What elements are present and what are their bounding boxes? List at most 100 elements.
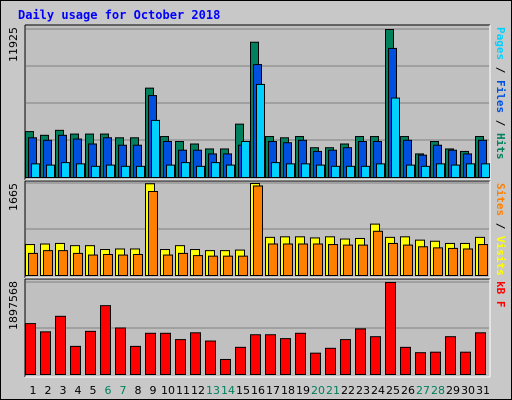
bar-sites-day-8: [133, 254, 143, 277]
day-label-14: 14: [221, 384, 235, 397]
bar-kb-f-day-4: [70, 345, 81, 375]
day-label-20: 20: [311, 384, 325, 397]
day-label-19: 19: [296, 384, 310, 397]
day-label-21: 21: [326, 384, 340, 397]
bar-kb-f-day-9: [145, 332, 156, 376]
bar-pages-day-24: [376, 163, 385, 178]
x-axis-day-labels: 1 2 3 4 5 6 7 8 9 10 11 12 13 14 15 16 17 18 19 20 21 22 23 24 2…: [30, 384, 491, 397]
bar-sites-day-6: [103, 254, 113, 277]
bar-pages-day-11: [181, 162, 190, 178]
bar-sites-day-11: [178, 252, 188, 277]
bar-kb-f-day-31: [475, 332, 486, 376]
bar-sites-day-20: [313, 243, 323, 276]
day-label-7: 7: [120, 384, 127, 397]
day-label-28: 28: [431, 384, 445, 397]
day-label-13: 13: [206, 384, 220, 397]
bar-sites-day-30: [463, 248, 473, 276]
bar-sites-day-24: [373, 230, 383, 276]
day-label-22: 22: [341, 384, 355, 397]
day-label-29: 29: [446, 384, 460, 397]
bar-pages-day-27: [421, 165, 430, 178]
day-label-2: 2: [45, 384, 52, 397]
bar-sites-day-19: [298, 243, 308, 276]
bar-pages-day-9: [151, 119, 160, 178]
day-label-26: 26: [401, 384, 415, 397]
bar-pages-day-20: [316, 164, 325, 178]
bar-pages-day-14: [226, 164, 235, 178]
series-label-part: /: [494, 60, 507, 80]
bar-pages-day-23: [361, 165, 370, 178]
day-label-11: 11: [176, 384, 190, 397]
bar-pages-day-4: [76, 163, 85, 178]
bar-sites-day-29: [448, 247, 458, 277]
bar-kb-f-day-30: [460, 351, 471, 375]
bar-sites-day-5: [88, 254, 98, 277]
bar-sites-day-18: [283, 243, 293, 276]
day-label-16: 16: [251, 384, 265, 397]
bar-sites-day-27: [418, 246, 428, 277]
bar-kb-f-day-17: [265, 334, 276, 375]
bar-sites-day-28: [433, 247, 443, 277]
bar-pages-day-15: [241, 141, 250, 179]
series-label-part: /: [494, 216, 507, 236]
bar-kb-f-day-19: [295, 332, 306, 376]
bar-sites-day-31: [478, 244, 488, 276]
bar-pages-day-5: [91, 165, 100, 178]
day-label-25: 25: [386, 384, 400, 397]
series-label-hits-files-pages: Pages / Files / Hits: [494, 27, 507, 160]
bar-pages-day-10: [166, 164, 175, 178]
bar-pages-day-8: [136, 165, 145, 178]
series-label-part: kB F: [494, 281, 507, 308]
day-label-12: 12: [191, 384, 205, 397]
bar-pages-day-7: [121, 165, 130, 178]
bar-pages-day-30: [466, 163, 475, 178]
day-label-8: 8: [135, 384, 142, 397]
panel-hits-files-pages: 11925 Pages / Files / Hits: [7, 24, 507, 181]
bar-kb-f-day-16: [250, 334, 261, 375]
day-label-17: 17: [266, 384, 280, 397]
bar-kb-f-day-15: [235, 346, 246, 375]
bar-kb-f-day-25: [385, 282, 396, 375]
bar-pages-day-12: [196, 165, 205, 178]
bar-sites-day-22: [343, 244, 353, 276]
bar-sites-day-9: [148, 191, 158, 276]
bar-pages-day-28: [436, 163, 445, 178]
bar-kb-f-day-20: [310, 352, 321, 375]
bar-pages-day-18: [286, 163, 295, 178]
day-label-15: 15: [236, 384, 250, 397]
day-label-3: 3: [60, 384, 67, 397]
bar-kb-f-day-2: [40, 331, 51, 376]
chart-panels: 11925 Pages / Files / Hits 1665 Sites / Vis…: [7, 24, 507, 378]
day-label-18: 18: [281, 384, 295, 397]
bar-pages-day-19: [301, 163, 310, 178]
series-label-kbytes: kB F: [494, 281, 507, 308]
panel-kbytes: 1897568 kB F: [7, 278, 507, 378]
day-label-1: 1: [30, 384, 37, 397]
bar-kb-f-day-7: [115, 327, 126, 375]
bar-sites-day-1: [28, 252, 38, 277]
bar-sites-day-21: [328, 244, 338, 276]
bar-pages-day-13: [211, 162, 220, 178]
chart-title: Daily usage for October 2018: [18, 8, 220, 22]
bar-sites-day-10: [163, 254, 173, 277]
day-label-24: 24: [371, 384, 385, 397]
bar-kb-f-day-24: [370, 336, 381, 375]
bar-pages-day-17: [271, 162, 280, 178]
bar-kb-f-day-26: [400, 346, 411, 375]
series-label-visits-sites: Sites / Visits: [494, 183, 507, 276]
bar-pages-day-22: [346, 165, 355, 178]
series-label-part: Visits: [494, 236, 507, 276]
day-label-30: 30: [461, 384, 475, 397]
bar-pages-day-3: [61, 162, 70, 178]
day-label-6: 6: [105, 384, 112, 397]
bar-kb-f-day-14: [220, 358, 231, 376]
bar-kb-f-day-11: [175, 339, 186, 376]
bar-sites-day-14: [223, 255, 233, 277]
bar-kb-f-day-13: [205, 340, 216, 376]
bar-pages-day-29: [451, 164, 460, 178]
bar-pages-day-21: [331, 165, 340, 178]
bar-kb-f-day-21: [325, 347, 336, 376]
bar-sites-day-4: [73, 252, 83, 277]
series-label-part: Files: [494, 80, 507, 113]
